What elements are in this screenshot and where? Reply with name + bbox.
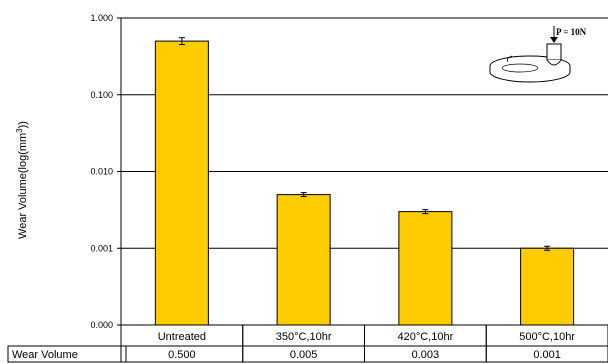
pin-on-disk-icon: P = 10N xyxy=(489,26,587,83)
y-tick-labels: 1.000 0.100 0.010 0.001 0.000 xyxy=(90,13,113,330)
data-label: 0.001 xyxy=(533,349,561,361)
bars xyxy=(154,37,575,326)
load-label: P = 10N xyxy=(556,27,587,37)
y-tick-label: 0.100 xyxy=(90,90,113,100)
y-tick-label: 0.010 xyxy=(90,167,113,177)
data-table-row-label: Wear Volume xyxy=(12,349,78,361)
x-tick-label: 500°C,10hr xyxy=(519,331,575,343)
bar xyxy=(520,247,575,326)
y-tick-label: 0.001 xyxy=(90,243,113,253)
bar xyxy=(154,40,209,326)
y-tick-label: 0.000 xyxy=(90,320,113,330)
data-label: 0.005 xyxy=(290,349,318,361)
y-tick-label: 1.000 xyxy=(90,13,113,23)
x-tick-label: Untreated xyxy=(158,331,206,343)
x-tick-label: 420°C,10hr xyxy=(397,331,453,343)
bar xyxy=(276,194,331,326)
value-cell xyxy=(485,345,608,363)
data-label: 0.500 xyxy=(168,349,196,361)
data-table: Wear Volume Untreated 0.500 350°C,10hr 0.00… xyxy=(7,324,608,363)
x-tick-label: 350°C,10hr xyxy=(276,331,332,343)
y-axis-label: Wear Volume(log(mm3)) xyxy=(15,121,29,239)
bar xyxy=(398,211,453,326)
data-label: 0.003 xyxy=(412,349,440,361)
